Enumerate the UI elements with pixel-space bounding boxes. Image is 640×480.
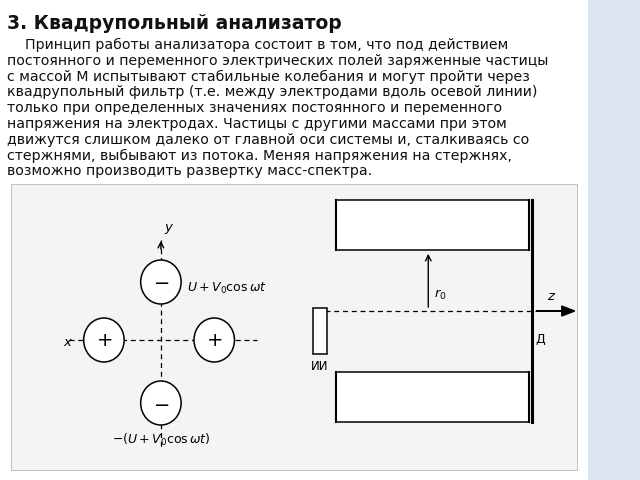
Text: $z$: $z$ <box>547 290 556 303</box>
Text: квадрупольный фильтр (т.е. между электродами вдоль осевой линии): квадрупольный фильтр (т.е. между электро… <box>7 85 538 99</box>
Circle shape <box>141 381 181 425</box>
Text: возможно производить развертку масс-спектра.: возможно производить развертку масс-спек… <box>7 164 372 179</box>
Text: Д: Д <box>535 333 545 346</box>
Text: $-$: $-$ <box>153 273 169 291</box>
Text: движутся слишком далеко от главной оси системы и, сталкиваясь со: движутся слишком далеко от главной оси с… <box>7 133 530 147</box>
Text: ИИ: ИИ <box>311 360 329 373</box>
Text: с массой М испытывают стабильные колебания и могут пройти через: с массой М испытывают стабильные колебан… <box>7 70 530 84</box>
Bar <box>11 184 577 470</box>
Bar <box>312 308 327 354</box>
Text: Принцип работы анализатора состоит в том, что под действием: Принцип работы анализатора состоит в том… <box>7 38 509 52</box>
Bar <box>335 372 529 422</box>
Text: $x$: $x$ <box>63 336 73 348</box>
Text: напряжения на электродах. Частицы с другими массами при этом: напряжения на электродах. Частицы с друг… <box>7 117 507 131</box>
Text: $-$: $-$ <box>153 394 169 412</box>
Circle shape <box>194 318 234 362</box>
Text: постоянного и переменного электрических полей заряженные частицы: постоянного и переменного электрических … <box>7 54 548 68</box>
Text: только при определенных значениях постоянного и переменного: только при определенных значениях постоя… <box>7 101 502 115</box>
FancyArrow shape <box>536 306 575 316</box>
Bar <box>335 200 529 250</box>
Text: $U + V_0\cos\omega t$: $U + V_0\cos\omega t$ <box>187 280 266 296</box>
Text: 3. Квадрупольный анализатор: 3. Квадрупольный анализатор <box>7 14 342 33</box>
Text: $-(U+V_0\cos\omega t)$: $-(U+V_0\cos\omega t)$ <box>111 432 210 448</box>
Circle shape <box>84 318 124 362</box>
Text: $r_0$: $r_0$ <box>434 288 447 302</box>
Text: стержнями, выбывают из потока. Меняя напряжения на стержнях,: стержнями, выбывают из потока. Меняя нап… <box>7 149 513 163</box>
Text: $+$: $+$ <box>206 331 223 349</box>
Circle shape <box>141 260 181 304</box>
Text: $+$: $+$ <box>96 331 112 349</box>
Text: $y$: $y$ <box>164 222 174 236</box>
